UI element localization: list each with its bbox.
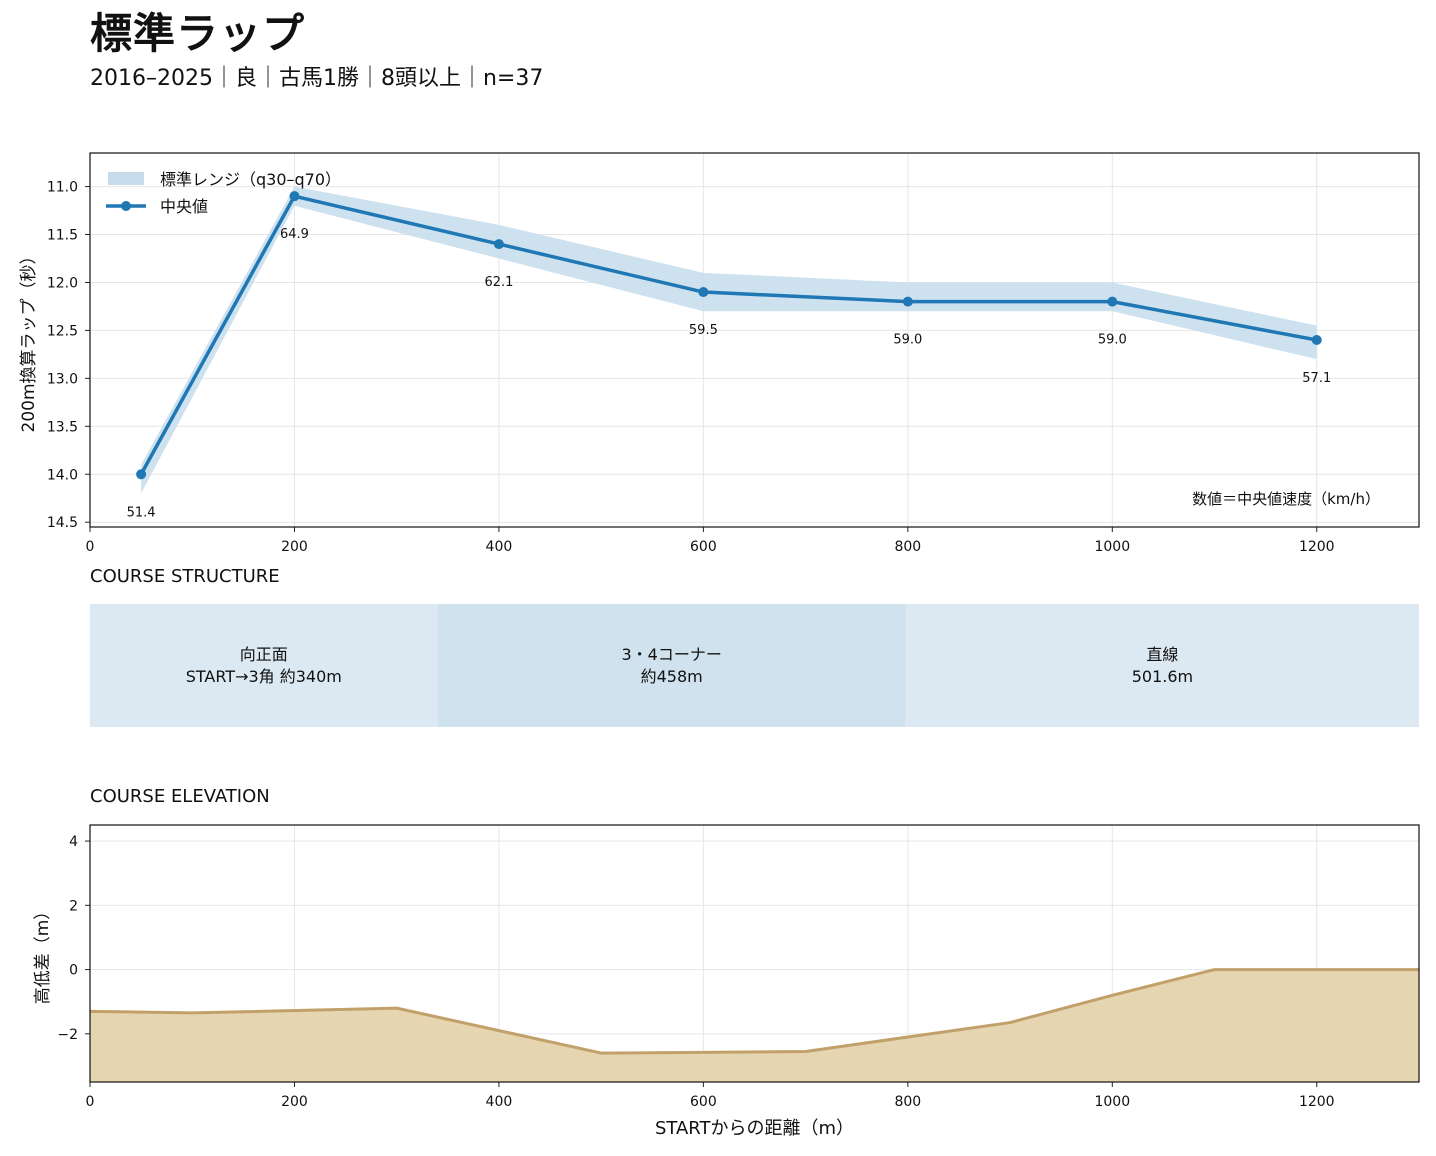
lap-x-tick-label: 0 bbox=[86, 539, 95, 555]
lap-annotation: 数値＝中央値速度（km/h） bbox=[1192, 490, 1380, 508]
elev-line bbox=[89, 968, 1419, 1055]
lap-y-tick-label: 14.0 bbox=[47, 467, 78, 483]
elev-y-tick-label: 4 bbox=[69, 834, 78, 850]
lap-point bbox=[902, 296, 913, 307]
lap-data-label: 64.9 bbox=[280, 227, 309, 242]
lap-data-label: 59.5 bbox=[689, 323, 718, 338]
course-segment-length: 501.6m bbox=[1132, 667, 1193, 686]
elev-x-tick-label: 200 bbox=[281, 1094, 308, 1110]
lap-y-axis-label: 200m換算ラップ（秒） bbox=[19, 247, 39, 432]
lap-point bbox=[1311, 335, 1322, 345]
lap-point bbox=[289, 191, 300, 202]
course-segment-name: 直線 bbox=[1146, 645, 1178, 664]
lap-data-label: 59.0 bbox=[1098, 333, 1127, 348]
lap-point bbox=[493, 239, 504, 250]
legend-median-label: 中央値 bbox=[160, 197, 208, 216]
lap-x-tick-label: 1200 bbox=[1299, 539, 1335, 555]
elev-x-tick-label: 400 bbox=[486, 1094, 513, 1110]
page-subtitle: 2016–2025｜良｜古馬1勝｜8頭以上｜n=37 bbox=[90, 66, 544, 91]
lap-x-tick-label: 1000 bbox=[1094, 539, 1130, 555]
lap-point bbox=[1107, 296, 1118, 307]
lap-point bbox=[698, 287, 709, 298]
lap-plot-frame bbox=[89, 152, 1420, 528]
lap-y-tick-label: 11.5 bbox=[47, 228, 78, 244]
elev-area bbox=[90, 969, 1419, 1082]
page-title: 標準ラップ bbox=[90, 9, 306, 58]
lap-y-tick-label: 13.5 bbox=[47, 419, 78, 435]
lap-x-tick-label: 600 bbox=[690, 539, 717, 555]
course-segment-length: START→3角 約340m bbox=[186, 667, 342, 686]
lap-y-tick-label: 12.0 bbox=[47, 275, 78, 291]
legend-band-label: 標準レンジ（q30–q70） bbox=[160, 170, 341, 189]
lap-y-tick-label: 11.0 bbox=[47, 180, 78, 196]
lap-y-tick-label: 14.5 bbox=[47, 515, 78, 531]
course-segment-length: 約458m bbox=[641, 667, 703, 686]
lap-point bbox=[136, 469, 147, 480]
course-segment-name: 向正面 bbox=[240, 645, 288, 664]
elev-y-tick-label: −2 bbox=[57, 1027, 78, 1043]
elev-plot-frame bbox=[89, 824, 1420, 1083]
lap-data-label: 62.1 bbox=[484, 275, 513, 290]
course-segment-name: 3・4コーナー bbox=[622, 645, 722, 664]
course-segment bbox=[437, 604, 906, 727]
elev-y-axis-label: 高低差（m） bbox=[33, 903, 53, 1005]
elev-x-axis-label: STARTからの距離（m） bbox=[655, 1118, 854, 1139]
lap-x-tick-label: 800 bbox=[894, 539, 921, 555]
lap-data-label: 59.0 bbox=[893, 333, 922, 348]
lap-median-line bbox=[139, 194, 1318, 476]
legend-median-marker bbox=[121, 201, 131, 211]
elev-y-tick-label: 0 bbox=[69, 963, 78, 979]
elev-x-tick-label: 1000 bbox=[1094, 1094, 1130, 1110]
legend-band-swatch bbox=[108, 172, 144, 185]
lap-y-tick-label: 13.0 bbox=[47, 371, 78, 387]
course-segment bbox=[90, 604, 438, 727]
course-elevation-title: COURSE ELEVATION bbox=[90, 786, 270, 807]
course-structure-title: COURSE STRUCTURE bbox=[90, 566, 280, 587]
lap-x-tick-label: 200 bbox=[281, 539, 308, 555]
elev-x-tick-label: 0 bbox=[86, 1094, 95, 1110]
course-segment bbox=[905, 604, 1419, 727]
elev-y-tick-label: 2 bbox=[69, 898, 78, 914]
lap-data-label: 57.1 bbox=[1302, 371, 1331, 386]
lap-y-tick-label: 12.5 bbox=[47, 323, 78, 339]
elev-x-tick-label: 600 bbox=[690, 1094, 717, 1110]
elev-x-tick-label: 800 bbox=[894, 1094, 921, 1110]
elev-x-tick-label: 1200 bbox=[1299, 1094, 1335, 1110]
lap-x-tick-label: 400 bbox=[486, 539, 513, 555]
lap-band bbox=[141, 186, 1317, 494]
lap-data-label: 51.4 bbox=[127, 505, 156, 520]
